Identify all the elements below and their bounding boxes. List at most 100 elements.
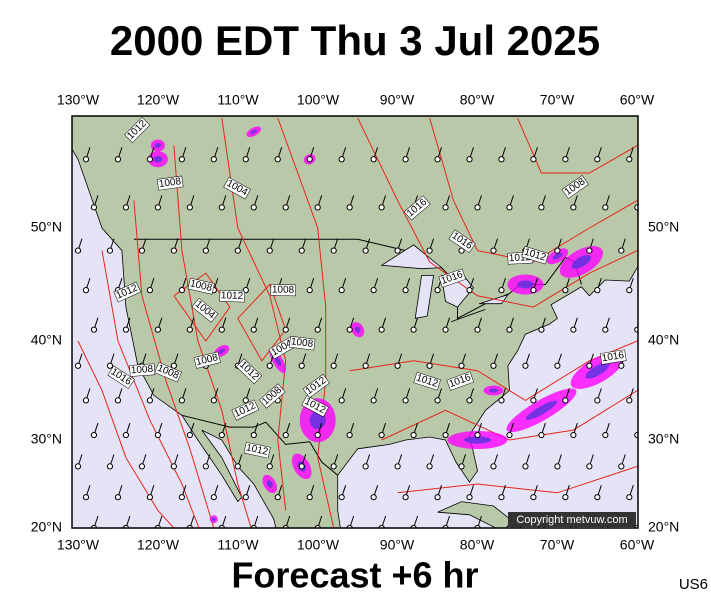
station (626, 494, 633, 501)
station (138, 463, 146, 470)
isobar-label-box (236, 358, 263, 385)
isobar-label: 1008 (131, 364, 154, 377)
station (210, 494, 217, 501)
heavy-precipitation (552, 252, 563, 260)
station (154, 204, 161, 211)
station (538, 431, 545, 439)
longitude-label: 110°W (217, 92, 259, 108)
isobar-label-box (187, 277, 215, 295)
station (362, 362, 369, 369)
isobar-label-box (413, 371, 441, 391)
station (506, 326, 513, 333)
station (394, 247, 401, 254)
station (186, 326, 193, 333)
heavy-precipitation (266, 480, 273, 488)
station (498, 397, 505, 404)
station (474, 204, 481, 211)
longitude-label: 110°W (217, 537, 259, 553)
heavy-precipitation (525, 400, 558, 420)
map-frame (71, 115, 639, 529)
station (490, 362, 497, 369)
copyright-box (508, 512, 636, 527)
border (181, 414, 339, 476)
station (154, 431, 161, 439)
station (402, 397, 409, 404)
isobar-label-box (258, 383, 286, 409)
isobar-label: 1008 (290, 336, 314, 350)
station (186, 204, 193, 211)
station (410, 431, 417, 439)
station (266, 463, 273, 470)
lake (450, 309, 486, 323)
station (170, 247, 177, 254)
station (570, 204, 577, 211)
isobar-label-box (302, 373, 330, 399)
station (170, 362, 177, 369)
isobar (381, 390, 638, 441)
station (218, 326, 225, 333)
station (522, 362, 529, 369)
station (274, 156, 281, 163)
station (338, 494, 345, 501)
station (242, 156, 249, 163)
isobar (357, 117, 638, 308)
isobar-label-box (129, 363, 156, 377)
station (106, 247, 114, 254)
station (154, 326, 161, 333)
station (594, 494, 601, 501)
heavy-precipitation (464, 436, 491, 444)
longitude-label: 80°W (460, 92, 495, 108)
station (402, 287, 409, 294)
station (626, 156, 633, 163)
station (282, 326, 289, 333)
station (266, 247, 273, 254)
station (170, 463, 177, 470)
station (298, 247, 305, 254)
isobar-label-box (403, 195, 431, 221)
station (490, 463, 497, 470)
station (178, 156, 185, 163)
station (466, 494, 473, 501)
station (114, 156, 122, 163)
isobar-label: 1012 (221, 290, 244, 302)
station (466, 397, 473, 404)
station (274, 494, 281, 501)
station (138, 247, 146, 254)
latitude-label: 30°N (31, 431, 62, 447)
longitude-label: 60°W (620, 92, 655, 108)
code-label: US6 (679, 576, 708, 593)
station (346, 204, 353, 211)
longitude-label: 90°W (380, 92, 415, 108)
station (434, 287, 441, 294)
station (538, 326, 545, 333)
isobar-label-box (113, 281, 142, 303)
station (250, 431, 257, 439)
isobar-label-box (191, 297, 219, 323)
longitude-label: 80°W (460, 537, 495, 553)
station (498, 156, 505, 163)
station (370, 397, 377, 404)
heavy-precipitation (585, 362, 610, 379)
station (458, 362, 465, 369)
station (474, 431, 481, 439)
station (442, 431, 449, 439)
lake (414, 275, 435, 319)
station (554, 463, 561, 470)
heavy-precipitation (354, 326, 361, 333)
station (618, 247, 625, 254)
station (426, 247, 433, 254)
isobar (221, 117, 287, 511)
station (218, 204, 225, 211)
station (306, 287, 313, 294)
station (82, 397, 90, 404)
station (114, 397, 122, 404)
heavy-precipitation (517, 280, 534, 289)
station (378, 431, 385, 439)
station (618, 463, 625, 470)
station (90, 431, 98, 439)
latitude-label: 20°N (31, 519, 62, 535)
isobar (277, 117, 335, 528)
station (362, 247, 369, 254)
isobar-label: 1012 (245, 442, 269, 457)
